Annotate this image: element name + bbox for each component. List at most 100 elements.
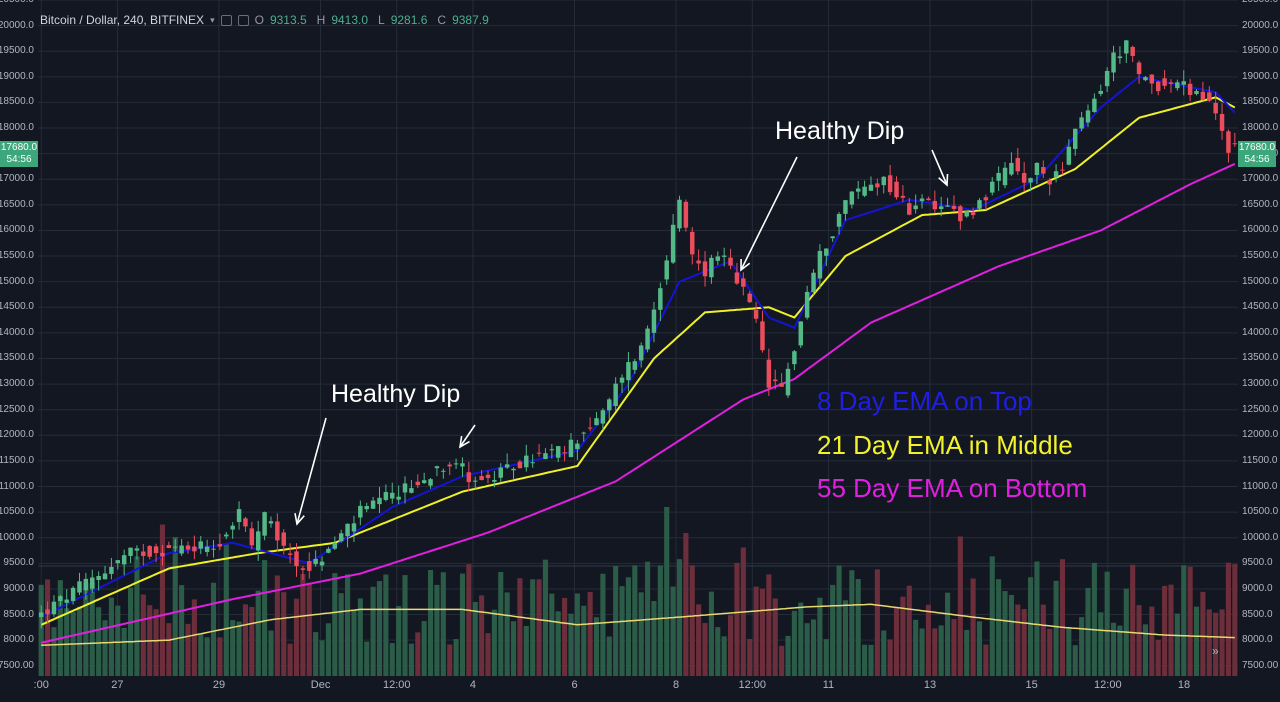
candle-body [619, 377, 625, 383]
candle-body [1041, 167, 1046, 174]
volume-bar [913, 619, 919, 676]
price-tick-label: 16000.0 [0, 224, 34, 236]
candle-body [262, 512, 267, 536]
price-tick-label: 19500.0 [0, 45, 34, 57]
volume-bar [345, 574, 351, 676]
volume-bar [332, 573, 338, 676]
volume-bar [1028, 577, 1034, 676]
price-tick-label: 8500.0 [1242, 608, 1273, 620]
candle-body [141, 551, 146, 556]
volume-bar [836, 565, 842, 676]
volume-bar [338, 593, 344, 676]
candle-body [715, 256, 721, 261]
symbol-title[interactable]: Bitcoin / Dollar, 240, BITFINEX [40, 13, 205, 27]
arrow-dip-2a [740, 156, 798, 272]
candle-body [390, 492, 395, 499]
volume-bar [453, 639, 459, 676]
candle-body [894, 181, 899, 198]
high-label: H [316, 13, 326, 27]
candle-body [1111, 52, 1116, 73]
volume-bar [842, 600, 848, 676]
double-chevron-right-icon[interactable]: » [1212, 644, 1219, 658]
time-axis[interactable]: :00 27 29 Dec 12:00 4 6 8 12:00 11 13 15 12:00 18 [34, 676, 1238, 697]
candle-body [64, 599, 69, 603]
symbol-dropdown-icon[interactable]: ▾ [210, 14, 215, 25]
volume-bar [1219, 609, 1225, 676]
time-tick-label: 12:00 [382, 679, 411, 691]
volume-bar [830, 584, 836, 676]
candle-body [281, 532, 286, 546]
candle-body [1168, 82, 1174, 84]
volume-bar [1232, 564, 1238, 676]
candle-body [536, 452, 542, 454]
candle-body [690, 231, 695, 255]
price-axis-right[interactable]: 7500.00 8000.0 8500.0 9000.0 9500.0 10000.0 10… [1238, 0, 1279, 676]
volume-bar [779, 645, 785, 676]
candle-body [530, 462, 535, 464]
volume-bar [1008, 594, 1014, 676]
volume-bar [868, 644, 874, 676]
volume-bar [108, 597, 114, 676]
price-tick-label: 15500.0 [0, 250, 34, 262]
volume-bar [121, 627, 127, 676]
candle-body [728, 257, 733, 266]
volume-bar [708, 591, 714, 676]
settings-icon[interactable] [220, 14, 232, 26]
volume-bar [479, 595, 485, 676]
chart-header: Bitcoin / Dollar, 240, BITFINEX ▾ O 9313.… [40, 10, 493, 30]
candle-body [466, 472, 472, 483]
candle-body [109, 566, 114, 574]
volume-bar [804, 623, 810, 676]
candle-body [402, 483, 408, 493]
volume-bar [159, 524, 166, 676]
volume-bar [925, 604, 931, 676]
candle-body [664, 260, 669, 280]
price-tick-label: 13000.0 [0, 378, 34, 390]
bar-countdown: 54:56 [6, 154, 32, 165]
volume-bar [932, 628, 938, 676]
candle-body [702, 261, 708, 277]
candle-body [1066, 146, 1072, 165]
candle-body [1130, 46, 1135, 56]
candle-body [115, 560, 121, 564]
volume-bar [38, 584, 44, 676]
volume-bar [510, 621, 517, 676]
candle-body [785, 368, 791, 396]
volume-bar [287, 643, 293, 676]
price-tick-label: 15500.0 [1242, 250, 1279, 262]
candle-body [332, 542, 338, 549]
ema-lines [40, 75, 1236, 644]
eye-icon[interactable] [237, 14, 249, 26]
volume-bar [945, 592, 951, 676]
volume-bar [568, 613, 574, 676]
candle-body [1187, 83, 1193, 95]
candle-body [134, 548, 140, 551]
price-tick-label: 9000.0 [3, 582, 34, 594]
volume-bar [415, 632, 421, 676]
current-price-tag-right: 17680.0 54:56 [1238, 141, 1276, 167]
volume-bar [300, 574, 306, 676]
candle-body [990, 181, 995, 193]
price-axis-left[interactable]: 7500.00 8000.0 8500.0 9000.0 9500.0 10000.0 10… [0, 0, 38, 676]
candle-body [651, 309, 657, 333]
time-tick-label: 13 [923, 679, 937, 691]
candle-body [638, 345, 644, 361]
volume-bar [849, 570, 855, 676]
price-tick-label: 20000.0 [1242, 19, 1279, 31]
candle-body [211, 548, 216, 550]
candle-body [224, 534, 229, 537]
candle-body [824, 248, 829, 256]
candle-body [147, 546, 152, 557]
price-tick-label: 11500.0 [0, 454, 34, 466]
candle-body [1098, 90, 1103, 94]
price-tick-label: 18000.0 [1242, 122, 1279, 134]
current-price: 17680.0 [1238, 142, 1276, 153]
volume-bar [370, 586, 376, 676]
price-tick-label: 10500.0 [1242, 506, 1279, 518]
volume-bar [434, 584, 440, 676]
candle-body [1143, 77, 1148, 81]
volume-bar [657, 565, 663, 676]
volume-bar [1104, 571, 1110, 676]
